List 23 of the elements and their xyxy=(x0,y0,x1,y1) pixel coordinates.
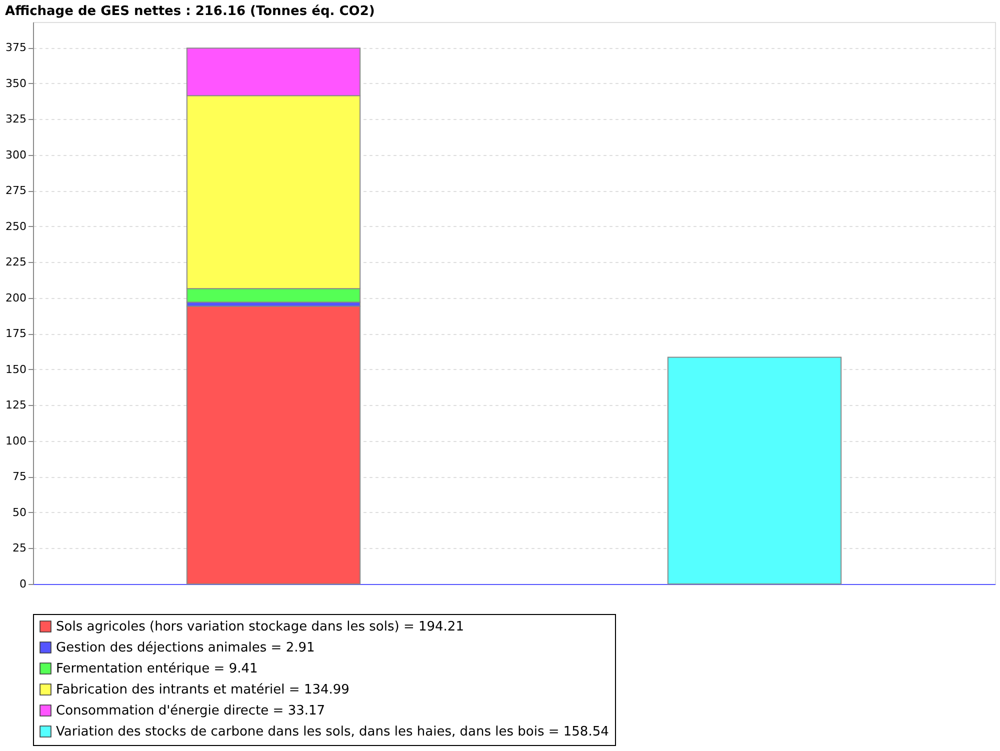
chart-title: Affichage de GES nettes : 216.16 (Tonnes éq. CO2) xyxy=(5,4,375,19)
y-tick-label: 50 xyxy=(12,506,26,519)
y-tick-label: 200 xyxy=(6,291,26,304)
y-tick-label: 275 xyxy=(6,184,26,198)
y-tick-label: 300 xyxy=(6,148,26,162)
y-tick-label: 125 xyxy=(6,398,26,412)
y-tick-label: 175 xyxy=(6,327,26,340)
legend-label: Variation des stocks de carbone dans les sols, dans les haies, dans les bois = 158.54 xyxy=(56,724,609,740)
y-tick-label: 250 xyxy=(6,220,26,233)
legend-label: Sols agricoles (hors variation stockage dans les sols) = 194.21 xyxy=(56,620,464,634)
legend-label: Gestion des déjections animales = 2.91 xyxy=(56,640,315,656)
y-tick-label: 375 xyxy=(6,41,26,54)
y-tick-label: 325 xyxy=(6,112,26,126)
legend-label: Fabrication des intrants et matériel = 134.99 xyxy=(56,682,350,698)
y-tick-label: 100 xyxy=(6,434,26,448)
y-tick-label: 150 xyxy=(6,362,26,376)
y-tick-label: 0 xyxy=(20,578,26,590)
y-tick-label: 225 xyxy=(6,256,26,269)
y-tick-label: 25 xyxy=(12,542,26,555)
y-tick-label: 350 xyxy=(6,76,26,90)
y-tick-label: 75 xyxy=(12,470,26,484)
legend-label: Fermentation entérique = 9.41 xyxy=(56,662,258,676)
legend-label: Consommation d'énergie directe = 33.17 xyxy=(56,704,326,718)
